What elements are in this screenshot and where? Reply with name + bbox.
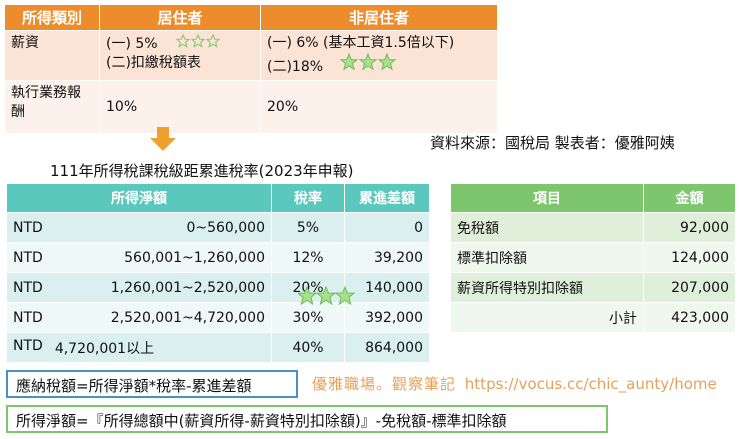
diff-cell: 864,000 xyxy=(344,332,430,363)
header-diff: 累進差額 xyxy=(344,183,430,213)
source-note: 資料來源：國稅局 製表者：優雅阿姨 xyxy=(430,134,675,152)
rate-cell: 40% xyxy=(271,332,345,363)
amount-cell: 207,000 xyxy=(643,272,736,303)
watermark: 優雅職場。觀察筆記 https://vocus.cc/chic_aunty/ho… xyxy=(312,373,717,394)
header-category: 所得類別 xyxy=(4,4,100,31)
table-row: NTD 560,001~1,260,000 12% 39,200 xyxy=(6,242,430,273)
nonresident-cell: 20% xyxy=(260,80,498,134)
amount-cell: 92,000 xyxy=(643,212,736,243)
table-row: 標準扣除額 124,000 xyxy=(450,242,736,273)
subtotal-label: 小計 xyxy=(450,302,644,333)
table-row: NTD 4,720,001以上 40% 864,000 xyxy=(6,332,430,363)
header-item: 項目 xyxy=(450,183,644,213)
currency-label: NTD xyxy=(13,309,43,326)
category-cell: 薪資 xyxy=(4,30,100,81)
header-nonresident: 非居住者 xyxy=(260,4,498,31)
item-cell: 標準扣除額 xyxy=(450,242,644,273)
header-net-income: 所得淨額 xyxy=(6,183,272,213)
deduction-table: 項目 金額 免稅額 92,000 標準扣除額 124,000 薪資所得特別扣除額… xyxy=(450,183,736,333)
header-resident: 居住者 xyxy=(99,4,261,31)
rate-cell: 12% xyxy=(271,242,345,273)
category-cell: 執行業務報酬 xyxy=(4,80,100,134)
star-outline-icon xyxy=(175,33,222,52)
table-row: NTD 2,520,001~4,720,000 30% 392,000 xyxy=(6,302,430,333)
resident-line: (一) 5% xyxy=(106,36,158,52)
header-rate: 稅率 xyxy=(271,183,345,213)
net-income-cell: NTD 4,720,001以上 xyxy=(6,332,272,363)
down-arrow-icon xyxy=(150,127,176,155)
currency-label: NTD xyxy=(13,337,43,354)
tax-formula: 應納稅額=所得淨額*稅率-累進差額 xyxy=(6,370,298,398)
table-row: 薪資 (一) 5% (二)扣繳稅額表 xyxy=(4,30,498,81)
withholding-table: 所得類別 居住者 非居住者 薪資 (一) 5% xyxy=(4,4,498,134)
table-row: 小計 423,000 xyxy=(450,302,736,333)
star-icon xyxy=(339,52,398,75)
diff-cell: 392,000 xyxy=(344,302,430,333)
watermark-text: 優雅職場。觀察筆記 xyxy=(312,375,457,393)
net-income-formula: 所得淨額=『所得總額中(薪資所得-薪資特別扣除額)』-免稅額-標準扣除額 xyxy=(6,405,608,433)
range-label: 560,001~1,260,000 xyxy=(124,249,265,266)
currency-label: NTD xyxy=(13,249,43,266)
progressive-tax-table: 所得淨額 稅率 累進差額 NTD 0~560,000 5% 0 NTD 560,00… xyxy=(6,183,430,363)
star-icon xyxy=(296,285,356,311)
nonresident-line: (一) 6% (基本工資1.5倍以下) xyxy=(267,35,455,51)
resident-line: (二)扣繳稅額表 xyxy=(106,55,201,71)
table-row: 執行業務報酬 10% 20% xyxy=(4,80,498,134)
nonresident-cell: (一) 6% (基本工資1.5倍以下) (二)18% xyxy=(260,30,498,81)
net-income-cell: NTD 2,520,001~4,720,000 xyxy=(6,302,272,333)
currency-label: NTD xyxy=(13,279,43,296)
nonresident-line: (二)18% xyxy=(267,59,324,75)
watermark-url[interactable]: https://vocus.cc/chic_aunty/home xyxy=(464,375,717,393)
table-row: 薪資所得特別扣除額 207,000 xyxy=(450,272,736,303)
resident-cell: (一) 5% (二)扣繳稅額表 xyxy=(99,30,261,81)
net-income-cell: NTD 1,260,001~2,520,000 xyxy=(6,272,272,303)
resident-cell: 10% xyxy=(99,80,261,134)
table-row: 免稅額 92,000 xyxy=(450,212,736,243)
subtotal-amount: 423,000 xyxy=(643,302,736,333)
progressive-table-title: 111年所得稅課稅級距累進稅率(2023年申報) xyxy=(50,162,354,180)
item-cell: 薪資所得特別扣除額 xyxy=(450,272,644,303)
header-amount: 金額 xyxy=(643,183,736,213)
diff-cell: 140,000 xyxy=(344,272,430,303)
range-label: 1,260,001~2,520,000 xyxy=(110,279,265,296)
range-label: 4,720,001以上 xyxy=(54,340,155,357)
currency-label: NTD xyxy=(13,219,43,236)
net-income-cell: NTD 0~560,000 xyxy=(6,212,272,243)
diff-cell: 39,200 xyxy=(344,242,430,273)
table-row: NTD 0~560,000 5% 0 xyxy=(6,212,430,243)
net-income-cell: NTD 560,001~1,260,000 xyxy=(6,242,272,273)
amount-cell: 124,000 xyxy=(643,242,736,273)
rate-cell: 5% xyxy=(271,212,345,243)
diff-cell: 0 xyxy=(344,212,430,243)
range-label: 0~560,000 xyxy=(186,219,265,236)
range-label: 2,520,001~4,720,000 xyxy=(110,309,265,326)
table-row: NTD 1,260,001~2,520,000 20% 140,000 xyxy=(6,272,430,303)
item-cell: 免稅額 xyxy=(450,212,644,243)
